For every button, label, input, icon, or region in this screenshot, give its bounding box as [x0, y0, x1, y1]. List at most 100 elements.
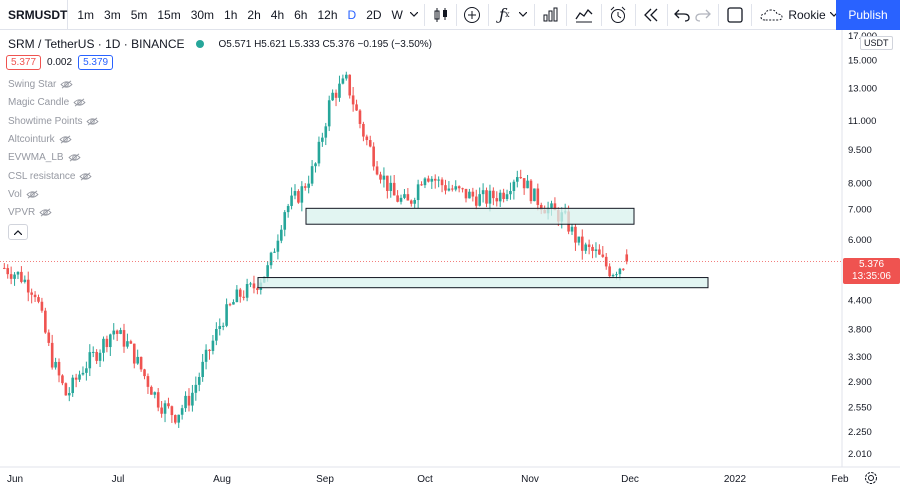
price-tick-label: 2.900 — [848, 377, 872, 388]
time-tick-label: Aug — [213, 474, 231, 485]
candle-body — [478, 194, 481, 206]
candle-body — [327, 100, 331, 127]
indicator-item[interactable]: Showtime Points — [8, 116, 100, 127]
indicator-label: EVWMA_LB — [8, 152, 64, 164]
interval-15m[interactable]: 15m — [157, 7, 181, 22]
indicator-label: Altcointurk — [8, 133, 55, 145]
indicator-item[interactable]: Vol — [8, 189, 39, 200]
candle-body — [78, 374, 81, 380]
candle-body — [437, 179, 440, 181]
interval-1m[interactable]: 1m — [77, 7, 95, 22]
interval-dropdown-icon[interactable] — [408, 0, 420, 30]
publish-button[interactable]: Publish — [836, 0, 900, 30]
financials-icon[interactable] — [539, 0, 562, 30]
interval-5m[interactable]: 5m — [130, 7, 148, 22]
eye-hidden-icon[interactable] — [39, 208, 52, 217]
indicator-item[interactable]: VPVR — [8, 207, 52, 218]
candle-body — [81, 372, 85, 375]
interval-2h[interactable]: 2h — [247, 7, 261, 22]
candle-body — [146, 376, 150, 387]
candle-body — [447, 188, 451, 191]
fullscreen-box-icon[interactable] — [723, 0, 748, 30]
toolbar-divider — [424, 3, 426, 26]
candle-body — [44, 310, 47, 333]
indicator-item[interactable]: EVWMA_LB — [8, 152, 81, 163]
indicators-dropdown-icon[interactable] — [516, 0, 530, 30]
candle-body — [553, 203, 557, 211]
candle-body — [409, 200, 413, 204]
price-tick-label: 4.400 — [848, 296, 872, 307]
ask-price[interactable]: 5.379 — [78, 55, 114, 70]
candle-body — [317, 141, 321, 164]
eye-hidden-icon[interactable] — [86, 117, 100, 126]
indicator-label: CSL resistance — [8, 170, 76, 182]
interval-30m[interactable]: 30m — [190, 7, 215, 22]
interval-d[interactable]: D — [347, 7, 357, 22]
redo-icon[interactable] — [693, 0, 714, 30]
indicator-item[interactable]: Magic Candle — [8, 97, 86, 108]
candle-body — [119, 330, 122, 334]
candle-body — [574, 226, 577, 243]
toolbar-divider — [456, 3, 457, 26]
candles-icon[interactable] — [429, 0, 452, 30]
symbol-search[interactable]: SRMUSDT — [0, 0, 69, 30]
candle-body — [587, 244, 591, 247]
candle-body — [286, 205, 290, 213]
candle-body — [218, 326, 222, 329]
candle-body — [324, 126, 328, 138]
candle-body — [174, 415, 177, 423]
candle-body — [109, 334, 112, 348]
eye-hidden-icon[interactable] — [59, 135, 72, 144]
candle-body — [61, 375, 64, 384]
indicator-item[interactable]: Altcointurk — [8, 134, 72, 145]
bid-price[interactable]: 5.377 — [6, 55, 42, 70]
candle-body — [9, 274, 13, 279]
eye-hidden-icon[interactable] — [79, 172, 92, 181]
templates-icon[interactable] — [571, 0, 597, 30]
eye-hidden-icon[interactable] — [68, 153, 81, 162]
undo-icon[interactable] — [671, 0, 692, 30]
layout-selector[interactable]: Rookie — [756, 0, 841, 30]
replay-icon[interactable] — [640, 0, 663, 30]
currency-label[interactable]: USDT — [860, 36, 893, 50]
price-chart[interactable]: 17.00015.00013.00011.0009.5008.0007.0006… — [0, 30, 900, 491]
interval-6h[interactable]: 6h — [294, 7, 308, 22]
candle-body — [594, 249, 598, 251]
candle-body — [115, 330, 119, 334]
interval-12h[interactable]: 12h — [317, 7, 338, 22]
candle-body — [40, 301, 44, 311]
candle-body — [232, 302, 235, 305]
candle-body — [249, 283, 252, 285]
eye-hidden-icon[interactable] — [60, 80, 73, 89]
candle-body — [71, 377, 74, 394]
add-compare-icon[interactable] — [461, 0, 484, 30]
eye-hidden-icon[interactable] — [26, 190, 39, 199]
alert-icon[interactable] — [606, 0, 631, 30]
price-tick-label: 3.300 — [848, 352, 872, 363]
time-tick-label: Oct — [417, 474, 433, 485]
indicator-label: Vol — [8, 188, 22, 200]
indicator-item[interactable]: Swing Star — [8, 79, 73, 90]
candle-body — [618, 268, 622, 275]
candle-body — [307, 183, 310, 188]
interval-w[interactable]: W — [391, 7, 403, 22]
interval-2d[interactable]: 2D — [366, 7, 382, 22]
interval-3m[interactable]: 3m — [104, 7, 121, 22]
candle-body — [355, 104, 358, 111]
chart-legend: SRM / TetherUS · 1D · BINANCE O5.571 H5.… — [8, 37, 432, 51]
indicator-item[interactable]: CSL resistance — [8, 171, 92, 182]
candle-body — [379, 174, 382, 180]
candle-body — [389, 182, 393, 191]
settings-small-icon[interactable] — [864, 471, 878, 490]
interval-1h[interactable]: 1h — [224, 7, 238, 22]
candle-body — [67, 393, 71, 396]
candle-body — [392, 182, 396, 196]
collapse-legend-button[interactable] — [8, 224, 28, 240]
candle-body — [266, 265, 269, 277]
eye-hidden-icon[interactable] — [73, 98, 86, 107]
candle-body — [245, 284, 249, 298]
candle-body — [112, 330, 116, 335]
interval-4h[interactable]: 4h — [270, 7, 285, 22]
